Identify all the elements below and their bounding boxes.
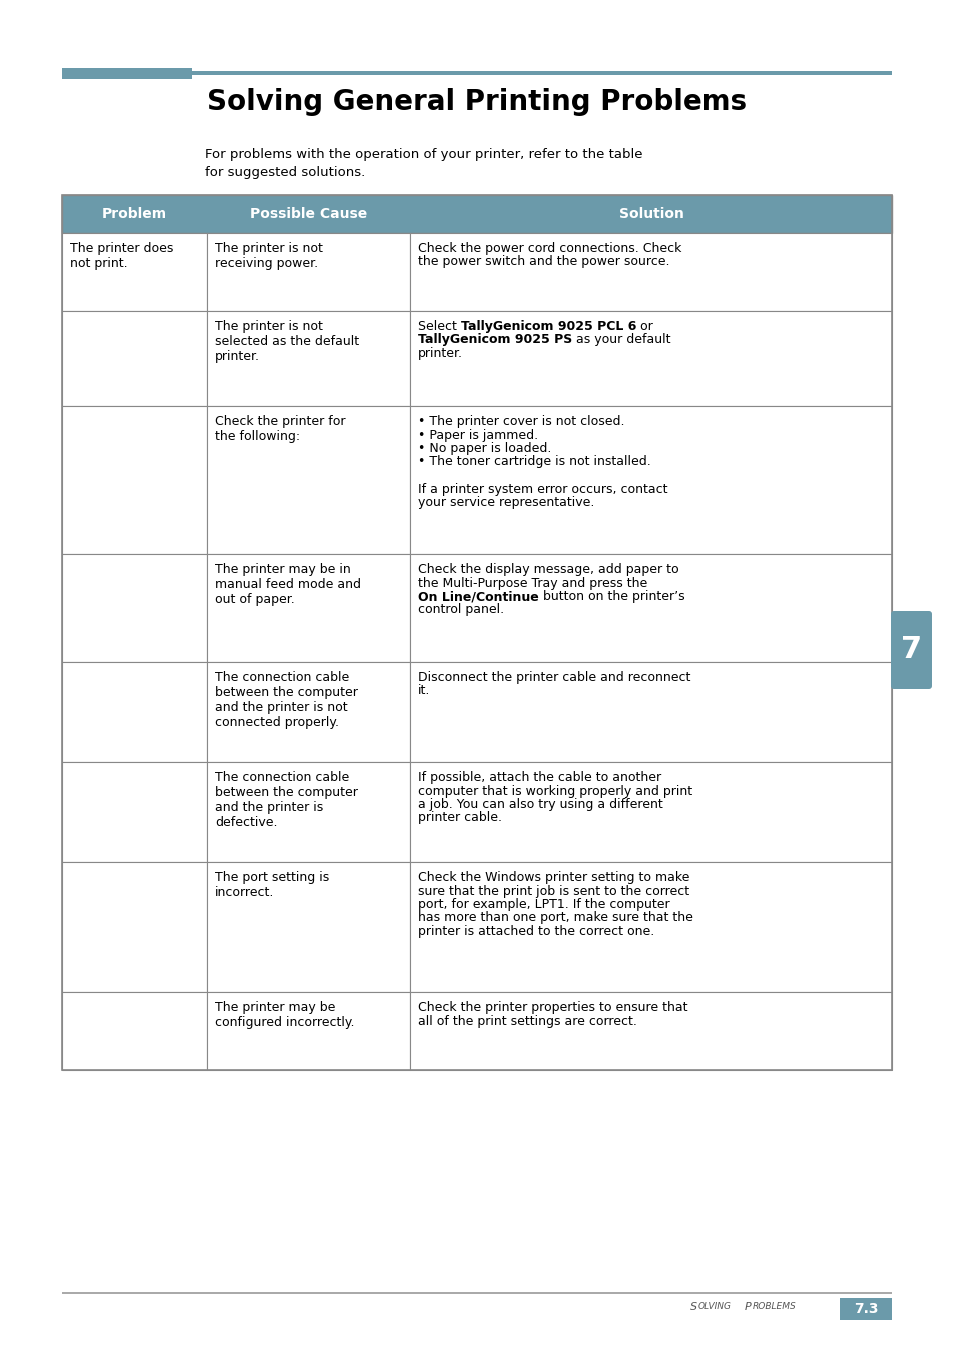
Text: The connection cable
between the computer
and the printer is
defective.: The connection cable between the compute…	[214, 771, 357, 829]
Bar	[62, 861, 207, 992]
Bar	[207, 554, 410, 662]
Text: ROBLEMS: ROBLEMS	[752, 1302, 796, 1312]
Text: Check the display message, add paper to: Check the display message, add paper to	[417, 563, 678, 576]
Bar	[62, 67, 192, 80]
Text: Solving General Printing Problems: Solving General Printing Problems	[207, 88, 746, 116]
Text: Check the Windows printer setting to make: Check the Windows printer setting to mak…	[417, 871, 689, 884]
Text: The printer may be
configured incorrectly.: The printer may be configured incorrectl…	[214, 1002, 355, 1029]
Bar	[207, 233, 410, 311]
Text: as your default: as your default	[572, 333, 670, 346]
Bar	[62, 195, 891, 233]
Bar	[207, 861, 410, 992]
Text: Select: Select	[417, 319, 460, 333]
Text: Check the printer properties to ensure that: Check the printer properties to ensure t…	[417, 1002, 687, 1014]
Text: TallyGenicom 9025 PCL 6: TallyGenicom 9025 PCL 6	[460, 319, 636, 333]
Bar	[410, 762, 891, 861]
Bar	[410, 554, 891, 662]
Text: P: P	[744, 1302, 751, 1312]
Bar	[207, 662, 410, 762]
Text: • The toner cartridge is not installed.: • The toner cartridge is not installed.	[417, 456, 650, 469]
Text: for suggested solutions.: for suggested solutions.	[205, 166, 365, 179]
Bar	[62, 311, 207, 406]
Text: S: S	[689, 1302, 697, 1312]
Text: sure that the print job is sent to the correct: sure that the print job is sent to the c…	[417, 884, 688, 898]
Text: has more than one port, make sure that the: has more than one port, make sure that t…	[417, 911, 692, 925]
Text: For problems with the operation of your printer, refer to the table: For problems with the operation of your …	[205, 148, 641, 160]
Text: 7.3: 7.3	[853, 1302, 878, 1316]
Bar	[62, 554, 207, 662]
Text: Problem: Problem	[102, 208, 167, 221]
Text: the Multi-Purpose Tray and press the: the Multi-Purpose Tray and press the	[417, 577, 646, 589]
Text: Solution: Solution	[618, 208, 682, 221]
Bar	[62, 233, 207, 311]
Bar	[62, 406, 207, 554]
Text: Check the power cord connections. Check: Check the power cord connections. Check	[417, 243, 680, 255]
Bar	[62, 662, 207, 762]
Bar	[62, 195, 891, 1070]
Text: your service representative.: your service representative.	[417, 496, 594, 510]
Text: The connection cable
between the computer
and the printer is not
connected prope: The connection cable between the compute…	[214, 671, 357, 729]
Text: printer is attached to the correct one.: printer is attached to the correct one.	[417, 925, 654, 938]
Text: The port setting is
incorrect.: The port setting is incorrect.	[214, 871, 329, 899]
Bar	[410, 406, 891, 554]
Text: or: or	[636, 319, 652, 333]
Bar	[410, 233, 891, 311]
Text: Disconnect the printer cable and reconnect: Disconnect the printer cable and reconne…	[417, 671, 690, 683]
Text: The printer does
not print.: The printer does not print.	[70, 243, 173, 270]
Text: The printer may be in
manual feed mode and
out of paper.: The printer may be in manual feed mode a…	[214, 563, 360, 607]
Text: Check the printer for
the following:: Check the printer for the following:	[214, 415, 345, 443]
Bar	[62, 762, 207, 861]
Text: the power switch and the power source.: the power switch and the power source.	[417, 256, 669, 268]
Text: control panel.: control panel.	[417, 604, 503, 616]
Text: button on the printer’s: button on the printer’s	[538, 590, 683, 603]
Text: all of the print settings are correct.: all of the print settings are correct.	[417, 1015, 637, 1027]
Text: it.: it.	[417, 685, 430, 697]
Bar	[410, 662, 891, 762]
FancyBboxPatch shape	[890, 611, 931, 689]
Text: • The printer cover is not closed.: • The printer cover is not closed.	[417, 415, 624, 429]
Text: The printer is not
selected as the default
printer.: The printer is not selected as the defau…	[214, 319, 358, 363]
Bar	[840, 1298, 891, 1320]
Text: • No paper is loaded.: • No paper is loaded.	[417, 442, 551, 456]
Text: The printer is not
receiving power.: The printer is not receiving power.	[214, 243, 322, 270]
Bar	[207, 406, 410, 554]
Text: printer.: printer.	[417, 346, 462, 360]
Text: OLVING: OLVING	[698, 1302, 731, 1312]
Bar	[410, 311, 891, 406]
Bar	[62, 992, 207, 1070]
Text: printer cable.: printer cable.	[417, 811, 501, 825]
Text: Possible Cause: Possible Cause	[250, 208, 367, 221]
Bar	[62, 1291, 891, 1294]
Text: port, for example, LPT1. If the computer: port, for example, LPT1. If the computer	[417, 898, 669, 911]
Text: • Paper is jammed.: • Paper is jammed.	[417, 429, 537, 442]
Bar	[207, 311, 410, 406]
Text: If a printer system error occurs, contact: If a printer system error occurs, contac…	[417, 483, 667, 496]
Bar	[410, 861, 891, 992]
Bar	[192, 71, 891, 75]
Text: computer that is working properly and print: computer that is working properly and pr…	[417, 785, 691, 798]
Bar	[410, 992, 891, 1070]
Text: If possible, attach the cable to another: If possible, attach the cable to another	[417, 771, 660, 785]
Text: On Line/Continue: On Line/Continue	[417, 590, 538, 603]
Text: TallyGenicom 9025 PS: TallyGenicom 9025 PS	[417, 333, 572, 346]
Text: a job. You can also try using a different: a job. You can also try using a differen…	[417, 798, 662, 811]
Bar	[207, 762, 410, 861]
Bar	[207, 992, 410, 1070]
Text: 7: 7	[900, 635, 922, 665]
